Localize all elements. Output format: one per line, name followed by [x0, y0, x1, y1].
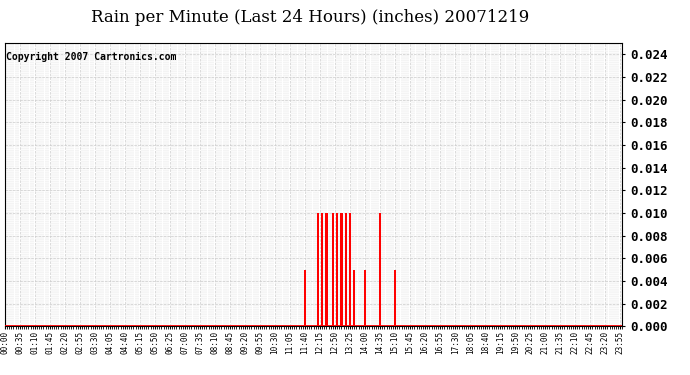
Bar — [345, 213, 347, 326]
Text: Rain per Minute (Last 24 Hours) (inches) 20071219: Rain per Minute (Last 24 Hours) (inches)… — [91, 9, 530, 26]
Bar — [304, 270, 306, 326]
Bar — [321, 213, 323, 326]
Bar — [332, 213, 334, 326]
Bar — [353, 270, 355, 326]
Bar — [394, 270, 396, 326]
Bar — [336, 213, 338, 326]
Bar — [317, 213, 319, 326]
Bar — [379, 213, 381, 326]
Bar — [364, 270, 366, 326]
Bar — [326, 213, 328, 326]
Text: Copyright 2007 Cartronics.com: Copyright 2007 Cartronics.com — [6, 52, 177, 62]
Bar — [349, 213, 351, 326]
Bar — [340, 213, 342, 326]
